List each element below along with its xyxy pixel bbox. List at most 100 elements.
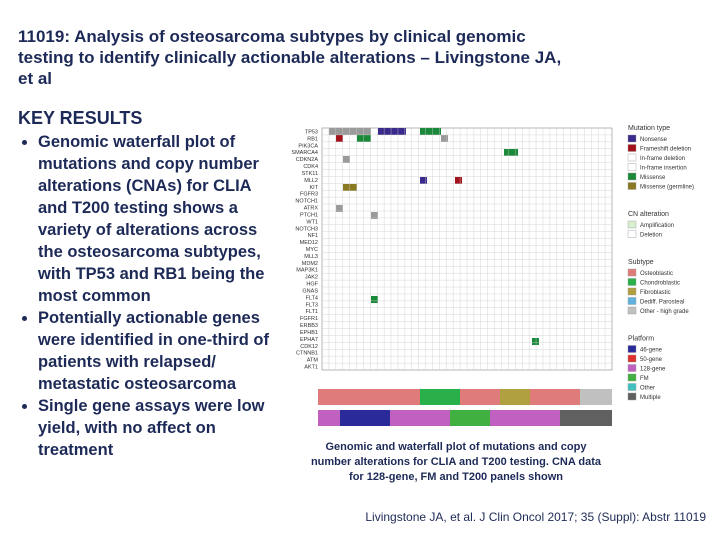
band	[580, 389, 612, 405]
legend-title: CN alteration	[628, 211, 669, 218]
gene-label: KIT	[309, 185, 318, 191]
legend-swatch	[627, 383, 637, 391]
cell	[504, 149, 518, 156]
legend-label: Osteoblastic	[640, 271, 673, 277]
legend-label: 128-gene	[640, 367, 666, 373]
legend-label: Missense	[640, 175, 666, 181]
legend-swatch	[627, 220, 637, 229]
figure-caption: Genomic and waterfall plot of mutations …	[310, 441, 602, 483]
gene-label: WT1	[306, 219, 318, 225]
legend-swatch	[627, 134, 637, 143]
legend-label: Other	[640, 386, 655, 392]
cell	[371, 296, 378, 303]
legend-swatch	[627, 268, 637, 277]
gene-label: SMARCA4	[291, 150, 318, 156]
gene-label: MYC	[306, 247, 318, 253]
legend-swatch	[627, 392, 637, 401]
heading: KEY RESULTS	[18, 108, 143, 128]
cell	[532, 338, 539, 345]
legend-title: Mutation type	[628, 125, 670, 132]
legend-label: 50-gene	[640, 357, 663, 363]
cell	[343, 184, 357, 191]
citation: Livingstone JA, et al. J Clin Oncol 2017…	[365, 510, 706, 524]
cell	[455, 177, 462, 184]
subtype-bar	[318, 389, 612, 405]
cell	[420, 128, 441, 135]
gene-label: NOTCH1	[295, 199, 318, 205]
legend-swatch	[627, 287, 637, 296]
legend-swatch	[627, 278, 637, 286]
cell	[357, 135, 371, 142]
gene-label: FLT1	[306, 309, 318, 315]
legend-label: 46-gene	[640, 348, 663, 354]
gene-label: FLT4	[306, 295, 318, 301]
gene-label: ERBB3	[300, 323, 318, 329]
legend-swatch	[627, 230, 637, 238]
cell	[420, 177, 427, 184]
cell	[329, 128, 371, 135]
gene-label: EPHB1	[300, 330, 318, 336]
gene-label: STK11	[302, 171, 318, 177]
gene-label: PIK3CA	[298, 143, 318, 149]
cell	[336, 135, 343, 142]
band	[500, 389, 530, 405]
gene-label: MDM2	[302, 261, 318, 267]
gene-label: FGFR1	[300, 316, 318, 322]
band	[318, 389, 612, 405]
band	[450, 410, 490, 426]
gene-label: NOTCH3	[295, 226, 318, 232]
legend-label: Multiple	[640, 395, 661, 401]
cell	[441, 135, 448, 142]
legend-swatch	[627, 306, 637, 315]
legend-label: Frameshift deletion	[640, 147, 691, 153]
gene-label: CDK4	[303, 164, 318, 170]
gene-label: JAK2	[305, 275, 318, 281]
legend-swatch	[627, 172, 637, 181]
gene-label: MLL2	[304, 178, 318, 184]
gene-label: CDKN2A	[296, 157, 319, 163]
cell	[371, 212, 378, 219]
gene-label: MAP3K1	[296, 268, 318, 274]
bullet: Single gene assays were low yield, with …	[38, 395, 278, 461]
cell	[343, 156, 350, 163]
band	[420, 389, 460, 405]
legend-title: Subtype	[628, 259, 654, 266]
legend-swatch	[627, 373, 637, 382]
legend-label: Other - high grade	[640, 309, 689, 315]
legend-label: In-frame insertion	[640, 166, 687, 172]
bullet-list: Genomic waterfall plot of mutations and …	[18, 131, 278, 461]
gene-label: NF1	[308, 233, 318, 239]
cells	[329, 128, 539, 345]
legend-label: Dediff. Parosteal	[640, 300, 684, 306]
bullet: Potentially actionable genes were identi…	[38, 307, 278, 395]
band	[560, 410, 612, 426]
legend-swatch	[627, 182, 637, 190]
key-results: KEY RESULTS Genomic waterfall plot of mu…	[18, 108, 278, 461]
legend-label: Deletion	[640, 233, 662, 239]
gene-label: FLT3	[306, 302, 318, 308]
legend-label: Amplification	[640, 223, 674, 229]
legend-title: Platform	[628, 336, 654, 343]
gene-label: GNAS	[302, 288, 318, 294]
legend-swatch	[627, 297, 637, 305]
gene-label: HGF	[306, 282, 318, 288]
legend-swatch	[627, 144, 637, 152]
legend-label: Nonsense	[640, 137, 668, 143]
gene-label: MLL3	[304, 254, 318, 260]
gene-label: TP53	[305, 129, 318, 135]
gene-label: RB1	[307, 136, 318, 142]
gene-label: FGFR3	[300, 192, 318, 198]
gene-label: CDK12	[300, 344, 318, 350]
legend-label: Fibroblastic	[640, 290, 671, 296]
cell	[378, 128, 406, 135]
legend-swatch	[627, 153, 637, 162]
legend-label: FM	[640, 376, 649, 382]
legend-swatch	[627, 163, 637, 171]
bullet: Genomic waterfall plot of mutations and …	[38, 131, 278, 307]
legend-swatch	[627, 345, 637, 353]
gene-label: AKT1	[304, 365, 318, 371]
gene-label: EPHA7	[300, 337, 318, 343]
legend-label: In-frame deletion	[640, 156, 685, 162]
